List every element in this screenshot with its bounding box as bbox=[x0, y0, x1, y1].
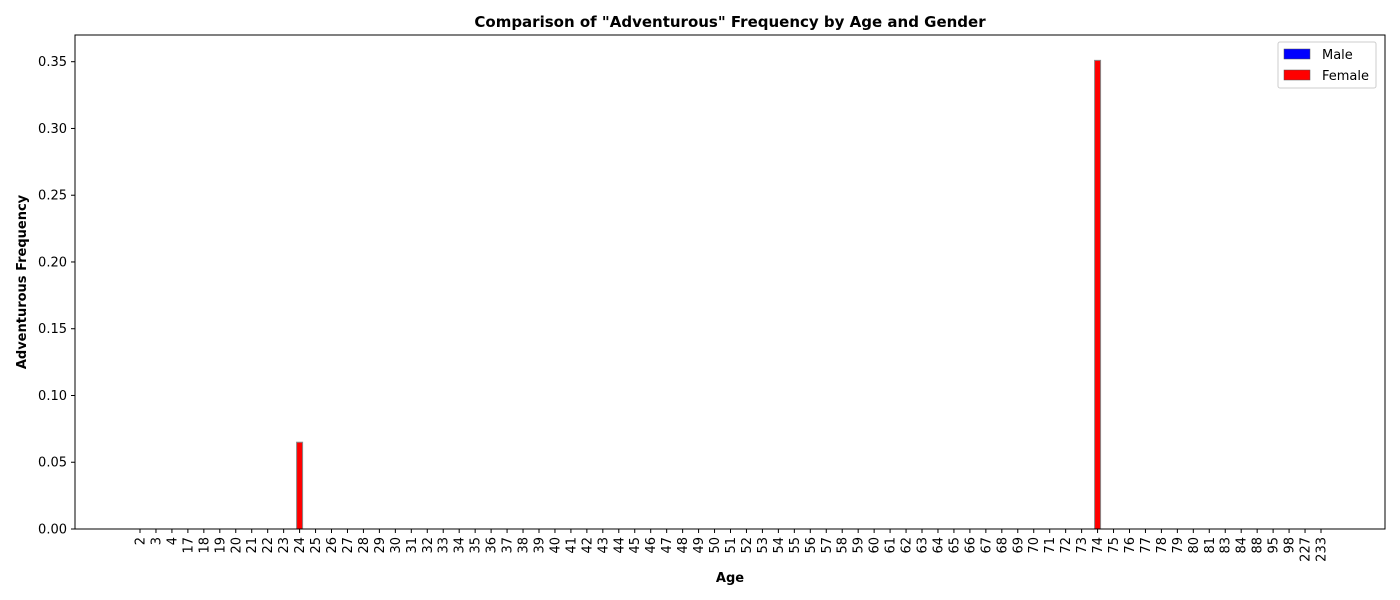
x-tick-label: 62 bbox=[900, 537, 915, 554]
x-tick-label: 81 bbox=[1203, 537, 1218, 554]
bar-female-age-24 bbox=[296, 441, 304, 530]
y-tick-label: 0.15 bbox=[38, 322, 67, 337]
x-tick-label: 32 bbox=[421, 537, 436, 554]
x-tick-label: 79 bbox=[1171, 537, 1186, 554]
x-tick-label: 48 bbox=[676, 537, 691, 554]
plot-area-frame bbox=[74, 34, 1386, 530]
x-tick-label: 40 bbox=[548, 537, 563, 554]
x-tick-label: 19 bbox=[213, 537, 228, 554]
x-tick-label: 28 bbox=[357, 537, 372, 554]
x-tick-label: 49 bbox=[692, 537, 707, 554]
x-axis-ticks: 2 3 4 17 18 19 20 21 22 23 24 25 26 27 28 29 30 31 32 33 34 3… bbox=[134, 529, 1330, 562]
x-tick-label: 71 bbox=[1043, 537, 1058, 554]
x-tick-label: 22 bbox=[261, 537, 276, 554]
x-axis-label: Age bbox=[716, 571, 744, 586]
x-tick-label: 75 bbox=[1107, 537, 1122, 554]
x-tick-label: 2 bbox=[134, 537, 149, 545]
x-tick-label: 55 bbox=[788, 537, 803, 554]
y-tick-label: 0.35 bbox=[38, 55, 67, 70]
x-tick-label: 227 bbox=[1299, 537, 1314, 562]
x-tick-label: 37 bbox=[501, 537, 516, 554]
y-axis-ticks: 0.00 0.05 0.10 0.15 0.20 0.25 0.30 0.35 bbox=[38, 55, 75, 538]
y-tick-label: 0.05 bbox=[38, 456, 67, 471]
x-tick-label: 52 bbox=[740, 537, 755, 554]
legend-swatch-female bbox=[1283, 69, 1311, 81]
y-tick-label: 0.25 bbox=[38, 189, 67, 204]
x-tick-label: 88 bbox=[1251, 537, 1266, 554]
x-tick-label: 24 bbox=[293, 537, 308, 554]
y-tick-label: 0.20 bbox=[38, 255, 67, 270]
x-tick-label: 64 bbox=[931, 537, 946, 554]
x-tick-label: 4 bbox=[165, 537, 180, 545]
x-tick-label: 3 bbox=[149, 537, 164, 545]
x-tick-label: 17 bbox=[181, 537, 196, 554]
x-tick-label: 29 bbox=[373, 537, 388, 554]
x-tick-label: 42 bbox=[580, 537, 595, 554]
x-tick-label: 53 bbox=[756, 537, 771, 554]
legend: Male Female bbox=[1277, 41, 1377, 89]
x-tick-label: 70 bbox=[1027, 537, 1042, 554]
x-tick-label: 39 bbox=[532, 537, 547, 554]
y-tick-label: 0.30 bbox=[38, 122, 67, 137]
x-tick-label: 18 bbox=[197, 537, 212, 554]
x-tick-label: 77 bbox=[1139, 537, 1154, 554]
x-tick-label: 84 bbox=[1235, 537, 1250, 554]
x-tick-label: 65 bbox=[947, 537, 962, 554]
x-tick-label: 73 bbox=[1075, 537, 1090, 554]
x-tick-label: 34 bbox=[453, 537, 468, 554]
bar-female-age-74 bbox=[1094, 59, 1102, 530]
x-tick-label: 76 bbox=[1123, 537, 1138, 554]
x-tick-label: 27 bbox=[341, 537, 356, 554]
y-tick-label: 0.00 bbox=[38, 523, 67, 538]
x-tick-label: 54 bbox=[772, 537, 787, 554]
x-tick-label: 69 bbox=[1011, 537, 1026, 554]
legend-swatch-male bbox=[1283, 48, 1311, 60]
y-tick-label: 0.10 bbox=[38, 389, 67, 404]
x-tick-label: 45 bbox=[628, 537, 643, 554]
x-tick-label: 63 bbox=[916, 537, 931, 554]
x-tick-label: 23 bbox=[277, 537, 292, 554]
x-tick-label: 74 bbox=[1091, 537, 1106, 554]
x-tick-label: 26 bbox=[325, 537, 340, 554]
y-axis-label: Adventurous Frequency bbox=[15, 194, 30, 369]
x-tick-label: 46 bbox=[644, 537, 659, 554]
x-tick-label: 67 bbox=[979, 537, 994, 554]
x-tick-label: 83 bbox=[1219, 537, 1234, 554]
x-tick-label: 78 bbox=[1155, 537, 1170, 554]
x-tick-label: 59 bbox=[852, 537, 867, 554]
chart-title: Comparison of "Adventurous" Frequency by… bbox=[474, 13, 986, 31]
x-tick-label: 31 bbox=[405, 537, 420, 554]
x-tick-label: 41 bbox=[564, 537, 579, 554]
x-tick-label: 66 bbox=[963, 537, 978, 554]
x-tick-label: 43 bbox=[596, 537, 611, 554]
x-tick-label: 20 bbox=[229, 537, 244, 554]
x-tick-label: 68 bbox=[995, 537, 1010, 554]
x-tick-label: 33 bbox=[437, 537, 452, 554]
x-tick-label: 25 bbox=[309, 537, 324, 554]
legend-label-female: Female bbox=[1322, 69, 1369, 84]
x-tick-label: 36 bbox=[485, 537, 500, 554]
x-tick-label: 98 bbox=[1283, 537, 1298, 554]
x-tick-label: 95 bbox=[1267, 537, 1282, 554]
x-tick-label: 30 bbox=[389, 537, 404, 554]
x-tick-label: 61 bbox=[884, 537, 899, 554]
x-tick-label: 57 bbox=[820, 537, 835, 554]
x-tick-label: 47 bbox=[660, 537, 675, 554]
x-tick-label: 35 bbox=[469, 537, 484, 554]
x-tick-label: 50 bbox=[708, 537, 723, 554]
x-tick-label: 44 bbox=[612, 537, 627, 554]
x-tick-label: 80 bbox=[1187, 537, 1202, 554]
x-tick-label: 72 bbox=[1059, 537, 1074, 554]
x-tick-label: 51 bbox=[724, 537, 739, 554]
x-tick-label: 233 bbox=[1315, 537, 1330, 562]
x-tick-label: 60 bbox=[868, 537, 883, 554]
legend-label-male: Male bbox=[1322, 48, 1353, 63]
x-tick-label: 21 bbox=[245, 537, 260, 554]
x-tick-label: 58 bbox=[836, 537, 851, 554]
x-tick-label: 38 bbox=[517, 537, 532, 554]
x-tick-label: 56 bbox=[804, 537, 819, 554]
